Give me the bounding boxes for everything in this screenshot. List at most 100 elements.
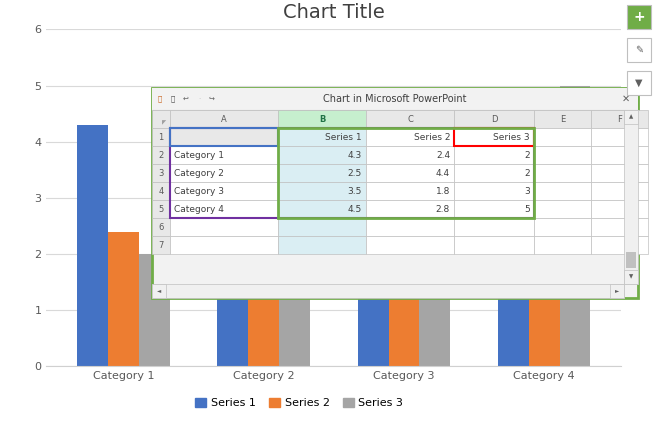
Bar bbox=[139, 254, 170, 366]
Bar bbox=[152, 236, 170, 254]
Bar bbox=[366, 146, 454, 164]
Text: 5: 5 bbox=[159, 205, 164, 213]
Bar bbox=[152, 110, 170, 128]
Text: F: F bbox=[617, 115, 622, 123]
Text: 5: 5 bbox=[524, 205, 530, 213]
Bar bbox=[534, 128, 591, 146]
Bar bbox=[534, 164, 591, 182]
Bar bbox=[534, 182, 591, 200]
Text: ▼: ▼ bbox=[629, 274, 633, 280]
Text: 2.5: 2.5 bbox=[348, 168, 362, 178]
Bar bbox=[560, 85, 590, 366]
Bar bbox=[170, 182, 278, 200]
Text: Chart in Microsoft PowerPoint: Chart in Microsoft PowerPoint bbox=[323, 94, 467, 104]
Bar bbox=[170, 128, 534, 218]
Text: 4.5: 4.5 bbox=[348, 205, 362, 213]
Text: 📊: 📊 bbox=[158, 96, 162, 102]
Bar bbox=[170, 110, 278, 128]
Text: ▲: ▲ bbox=[629, 115, 633, 120]
Bar bbox=[170, 128, 278, 146]
Bar bbox=[627, 71, 651, 95]
Text: 6: 6 bbox=[159, 223, 164, 232]
Text: Series 3: Series 3 bbox=[493, 133, 530, 141]
Bar bbox=[591, 182, 648, 200]
Bar bbox=[170, 200, 278, 218]
Bar bbox=[278, 164, 366, 182]
Bar bbox=[358, 170, 389, 366]
Bar bbox=[624, 110, 638, 284]
Bar bbox=[366, 236, 454, 254]
Bar bbox=[278, 182, 366, 200]
Text: 2.4: 2.4 bbox=[436, 150, 450, 160]
Bar bbox=[170, 146, 278, 164]
Text: Category 4: Category 4 bbox=[174, 205, 224, 213]
Text: 3: 3 bbox=[524, 187, 530, 195]
Text: A: A bbox=[221, 115, 227, 123]
Bar bbox=[610, 284, 624, 298]
Bar bbox=[627, 38, 651, 62]
Text: ✎: ✎ bbox=[635, 45, 643, 55]
Bar bbox=[534, 218, 591, 236]
Bar bbox=[249, 119, 279, 366]
Text: Category 1: Category 1 bbox=[174, 150, 224, 160]
Bar bbox=[529, 209, 560, 366]
Bar bbox=[591, 218, 648, 236]
Bar bbox=[217, 226, 249, 366]
Bar bbox=[366, 218, 454, 236]
Text: Category 3: Category 3 bbox=[174, 187, 224, 195]
Bar bbox=[278, 110, 366, 128]
Bar bbox=[170, 236, 278, 254]
Text: 💾: 💾 bbox=[171, 96, 175, 102]
Bar bbox=[454, 200, 534, 218]
Text: 7: 7 bbox=[159, 240, 164, 250]
Text: ◄: ◄ bbox=[157, 288, 161, 293]
Bar bbox=[152, 284, 166, 298]
Bar bbox=[278, 200, 366, 218]
Bar bbox=[591, 236, 648, 254]
Bar bbox=[152, 218, 170, 236]
Text: ►: ► bbox=[615, 288, 619, 293]
Bar bbox=[591, 110, 648, 128]
Bar bbox=[534, 146, 591, 164]
Bar bbox=[454, 128, 534, 146]
Text: 2: 2 bbox=[524, 168, 530, 178]
Bar bbox=[152, 164, 170, 182]
Bar bbox=[278, 146, 366, 164]
Bar bbox=[454, 236, 534, 254]
Bar bbox=[534, 110, 591, 128]
Text: ↪: ↪ bbox=[209, 96, 215, 102]
Bar bbox=[170, 164, 278, 182]
Bar bbox=[278, 218, 366, 236]
Bar bbox=[591, 164, 648, 182]
Bar bbox=[454, 164, 534, 182]
Text: E: E bbox=[560, 115, 565, 123]
Bar bbox=[278, 128, 534, 218]
Bar bbox=[278, 128, 366, 146]
Bar bbox=[152, 284, 624, 298]
Text: ↩: ↩ bbox=[183, 96, 189, 102]
Text: Series 2: Series 2 bbox=[414, 133, 450, 141]
Bar bbox=[366, 200, 454, 218]
Bar bbox=[366, 164, 454, 182]
Text: 4.3: 4.3 bbox=[348, 150, 362, 160]
Text: ✕: ✕ bbox=[622, 94, 630, 104]
Bar bbox=[152, 146, 170, 164]
Bar bbox=[278, 236, 366, 254]
Text: 3.5: 3.5 bbox=[348, 187, 362, 195]
Bar bbox=[152, 182, 170, 200]
Bar bbox=[389, 265, 419, 366]
Bar bbox=[152, 128, 170, 146]
Bar bbox=[454, 146, 534, 164]
Bar bbox=[454, 182, 534, 200]
Text: ◤: ◤ bbox=[162, 120, 166, 125]
Text: ▼: ▼ bbox=[635, 78, 642, 88]
Text: 2: 2 bbox=[524, 150, 530, 160]
Bar bbox=[626, 252, 636, 268]
Text: B: B bbox=[319, 115, 325, 123]
Bar bbox=[170, 128, 278, 146]
Bar bbox=[108, 232, 139, 366]
Text: ·: · bbox=[198, 96, 200, 102]
Bar bbox=[152, 88, 638, 110]
Bar bbox=[534, 236, 591, 254]
Bar bbox=[419, 198, 450, 366]
